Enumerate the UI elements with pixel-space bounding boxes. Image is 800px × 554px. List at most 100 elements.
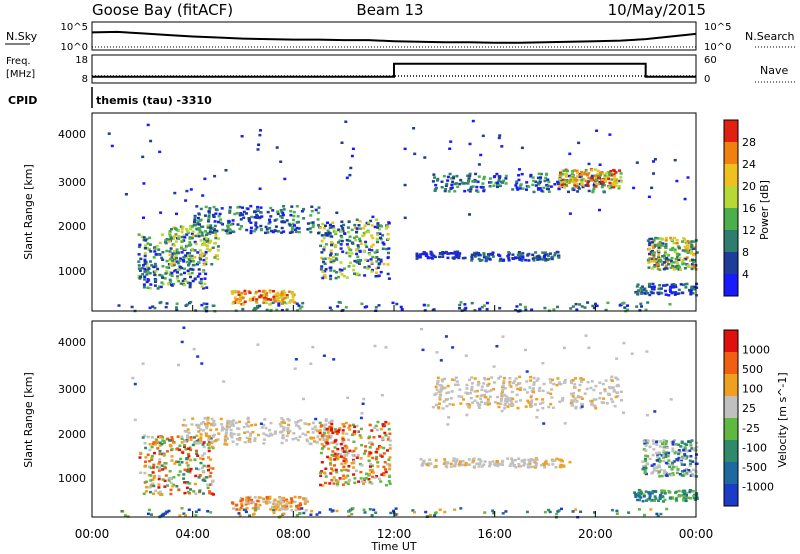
power-cell — [580, 170, 583, 174]
velocity-cell — [616, 383, 620, 387]
power-cell — [143, 260, 147, 263]
power-cell — [264, 296, 268, 299]
power-cell — [233, 212, 237, 216]
velocity-cell — [209, 511, 213, 514]
power-cell — [291, 225, 295, 229]
velocity-cell — [318, 511, 322, 514]
velocity-colorbar-swatch — [724, 484, 738, 506]
velocity-cell — [541, 362, 545, 365]
power-cell — [340, 141, 344, 144]
velocity-cell — [279, 515, 282, 518]
power-cell — [355, 252, 359, 256]
power-cell — [433, 188, 437, 191]
power-cell — [279, 160, 283, 163]
power-cell — [537, 183, 541, 186]
velocity-cell — [494, 463, 497, 466]
velocity-cell — [451, 403, 455, 406]
velocity-cell — [241, 498, 245, 501]
velocity-cell — [245, 496, 249, 499]
power-cell — [180, 240, 184, 243]
power-cell — [196, 275, 200, 278]
freq-right-tick-bottom: 0 — [704, 74, 710, 85]
velocity-cell — [546, 391, 550, 394]
velocity-cell — [531, 465, 535, 469]
velocity-cell — [295, 421, 299, 424]
power-cell — [206, 239, 210, 243]
velocity-cell — [512, 464, 516, 468]
power-cell — [157, 248, 161, 251]
power-cell — [174, 233, 178, 236]
power-cell — [249, 221, 253, 224]
velocity-cell — [262, 432, 266, 435]
power-cell — [370, 224, 374, 227]
velocity-cell — [170, 436, 174, 439]
power-cell — [650, 285, 654, 289]
power-cell — [177, 251, 181, 254]
power-cell — [604, 177, 608, 180]
velocity-cell — [329, 457, 332, 460]
velocity-cell — [304, 497, 308, 500]
velocity-cell — [447, 416, 451, 419]
power-cell — [482, 304, 486, 307]
power-cell — [248, 291, 252, 294]
power-cell — [171, 252, 175, 255]
velocity-cell — [168, 470, 172, 473]
power-cell — [482, 253, 486, 257]
power-cell — [354, 239, 358, 242]
power-cell — [219, 218, 222, 221]
power-cell — [253, 216, 257, 219]
velocity-cell — [342, 425, 346, 428]
velocity-cell — [486, 400, 490, 404]
power-cell — [172, 237, 176, 240]
velocity-cell — [229, 432, 233, 435]
power-cell — [604, 179, 608, 182]
power-cell — [148, 243, 152, 246]
power-cell — [281, 213, 285, 217]
velocity-cell — [272, 511, 276, 515]
power-cell — [446, 256, 450, 260]
power-cell — [681, 258, 685, 262]
power-cell — [334, 271, 338, 274]
power-cell — [274, 229, 278, 233]
power-cell — [190, 254, 194, 258]
velocity-cell — [529, 375, 533, 379]
power-cell — [261, 290, 265, 293]
velocity-cell — [248, 495, 252, 499]
power-cell — [373, 225, 377, 229]
velocity-cell — [139, 471, 143, 474]
power-cell — [499, 257, 503, 261]
power-cell — [205, 247, 209, 251]
velocity-cell — [170, 448, 174, 451]
power-cell — [648, 257, 652, 260]
power-cell — [154, 253, 158, 256]
power-colorbar-swatch — [724, 120, 738, 142]
power-cell — [164, 305, 168, 309]
noise-right-tick-bottom: 10^0 — [704, 42, 731, 53]
power-colorbar-swatch — [724, 186, 738, 208]
power-cell — [403, 216, 407, 220]
velocity-cell — [498, 375, 502, 378]
velocity-cell — [657, 470, 661, 473]
power-cell — [327, 257, 331, 260]
power-cell — [225, 229, 229, 232]
power-cell — [152, 265, 156, 269]
power-cell — [255, 298, 259, 301]
power-cell — [288, 231, 292, 234]
velocity-cell — [208, 475, 212, 478]
power-cell — [655, 261, 659, 265]
power-cell — [683, 283, 687, 286]
velocity-cell — [651, 439, 655, 442]
power-cell — [321, 276, 325, 280]
power-cell — [652, 288, 656, 291]
power-cell — [618, 169, 622, 172]
velocity-cell — [322, 354, 326, 357]
power-cell — [340, 224, 344, 228]
velocity-cell — [279, 507, 283, 511]
velocity-cell — [245, 436, 249, 440]
power-cell — [524, 308, 528, 312]
velocity-cell — [662, 500, 665, 503]
velocity-cell — [675, 465, 678, 469]
velocity-cell — [503, 387, 507, 390]
power-cell — [152, 256, 156, 259]
velocity-cell — [446, 423, 450, 426]
